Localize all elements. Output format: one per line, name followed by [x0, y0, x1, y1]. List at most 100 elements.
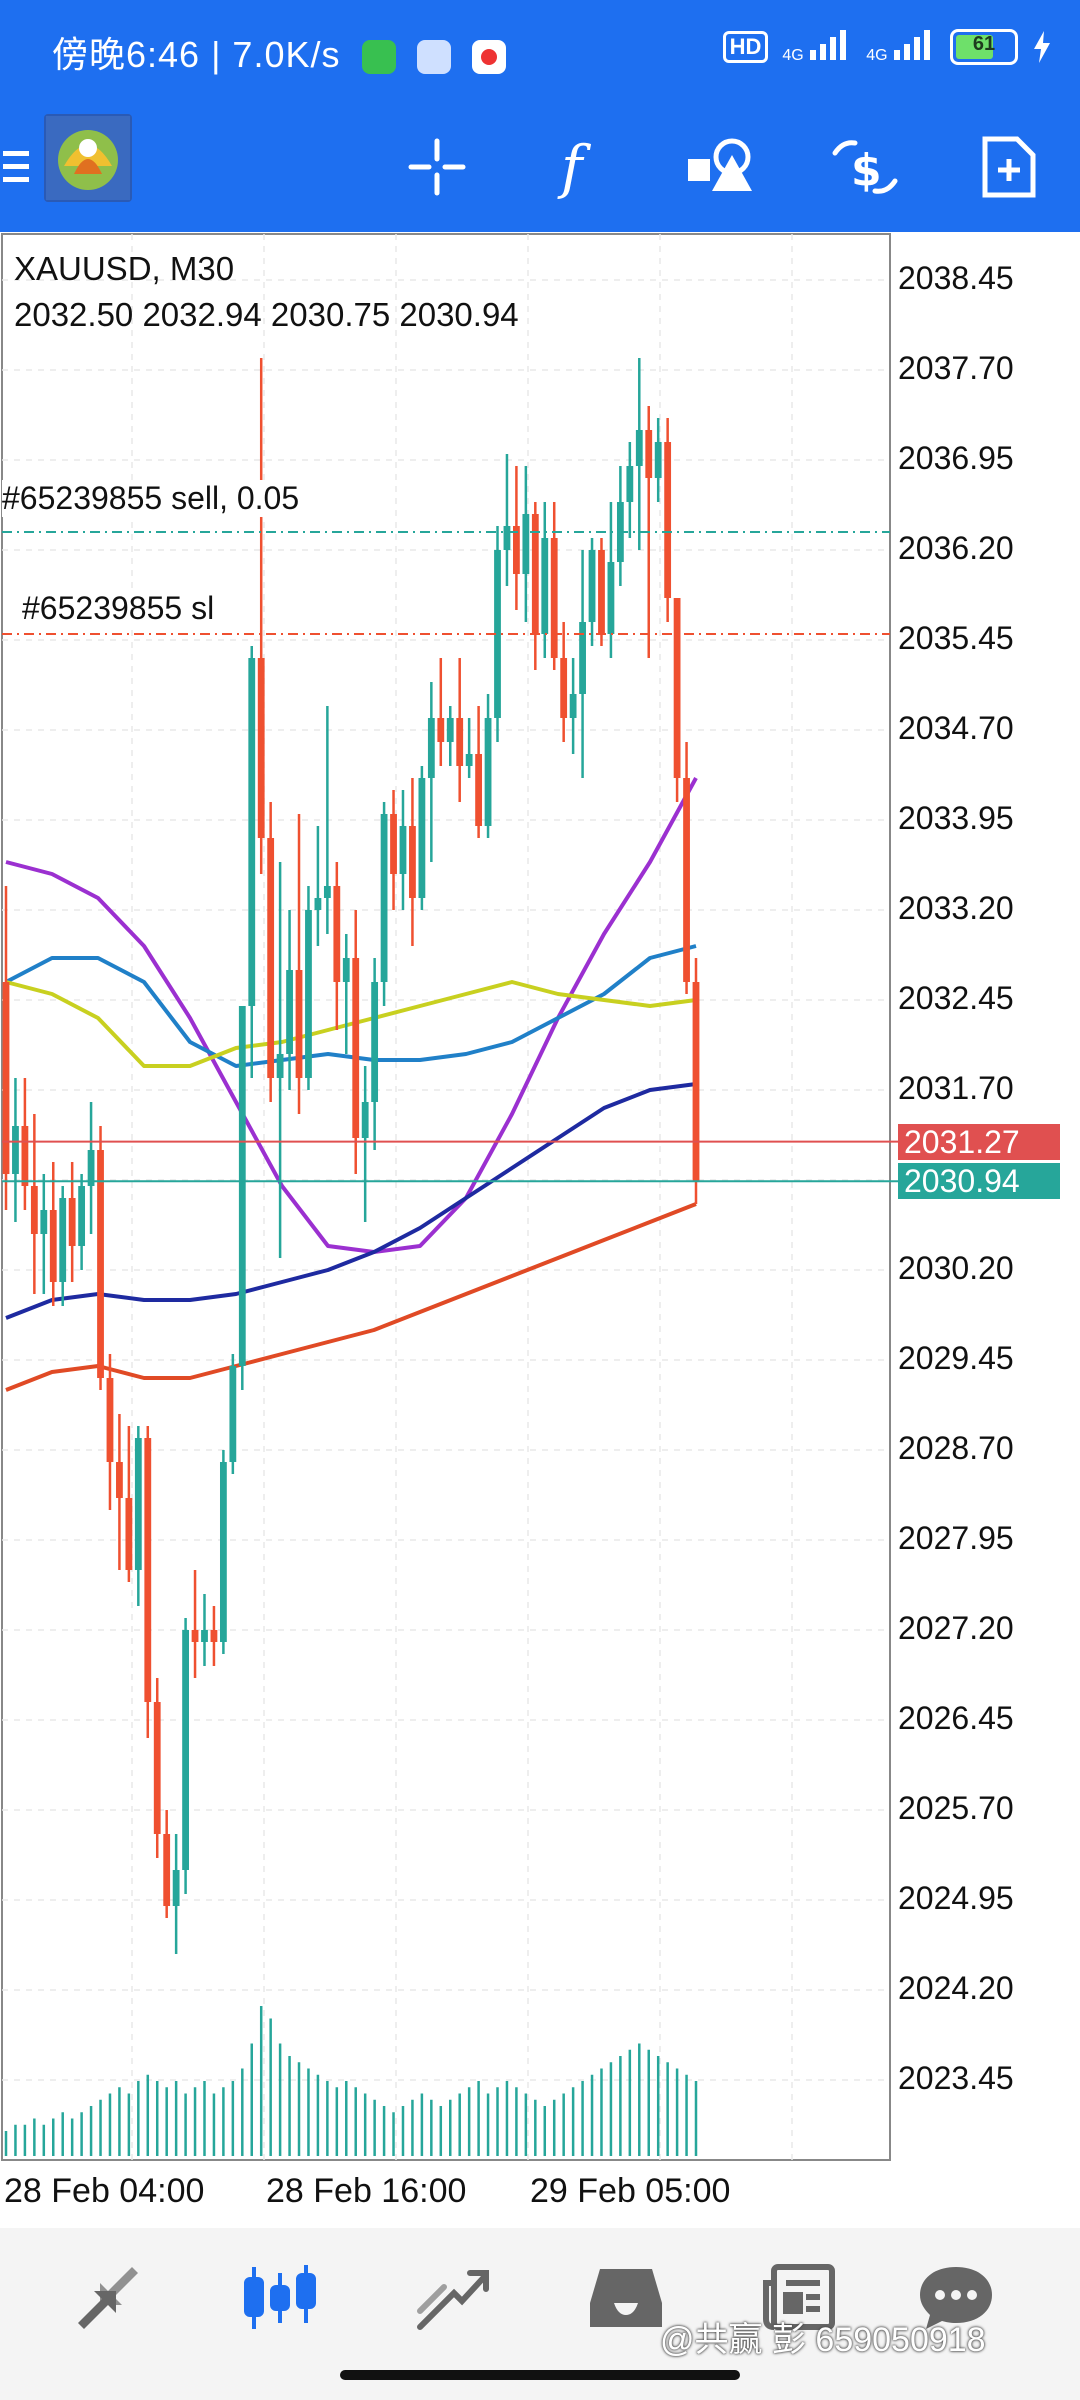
- candle-body: [314, 898, 322, 910]
- indicators-icon[interactable]: f: [532, 122, 622, 212]
- candle-body: [361, 1102, 369, 1138]
- chat-icon[interactable]: [906, 2248, 1006, 2348]
- moving-average-line: [5, 1202, 697, 1392]
- moving-average-line: [5, 1082, 697, 1320]
- candle-body: [30, 1186, 38, 1234]
- trade-icon[interactable]: [404, 2248, 504, 2348]
- candle-body: [87, 1150, 95, 1186]
- candle-body: [59, 1198, 67, 1282]
- candle-body: [409, 826, 416, 898]
- candle-body: [125, 1498, 133, 1570]
- candle-body: [579, 622, 586, 694]
- price-tick: 2031.70: [898, 1070, 1014, 1106]
- symbol-timeframe: XAUUSD, M30: [14, 250, 235, 287]
- price-tick: 2035.45: [898, 620, 1014, 656]
- candle-body: [607, 562, 615, 634]
- candle-body: [78, 1186, 86, 1246]
- candle-body: [437, 718, 445, 742]
- candle-body: [201, 1630, 208, 1642]
- wechat-icon: [361, 40, 396, 75]
- chart-icon[interactable]: [230, 2248, 330, 2348]
- moving-average-line: [5, 944, 697, 1068]
- candle-body: [418, 778, 426, 898]
- crosshair-icon[interactable]: [392, 122, 482, 212]
- candle-body: [323, 886, 331, 898]
- candle-body: [248, 658, 256, 1006]
- candle-body: [654, 442, 662, 478]
- objects-icon[interactable]: [676, 122, 766, 212]
- candle-body: [191, 1630, 199, 1642]
- status-time: 傍晚6:46 | 7.0K/s: [52, 26, 506, 78]
- candle-body: [333, 886, 341, 982]
- menu-icon[interactable]: [0, 132, 36, 202]
- candle-body: [598, 550, 605, 634]
- order-line-label[interactable]: #65239855 sell, 0.05: [2, 480, 300, 517]
- chart-canvas[interactable]: [0, 232, 1080, 2228]
- candle-body: [210, 1630, 218, 1642]
- timeframe-dollar-icon[interactable]: $: [820, 122, 910, 212]
- candle-body: [238, 1006, 246, 1366]
- moving-average-line: [5, 980, 697, 1068]
- new-order-icon[interactable]: [964, 122, 1054, 212]
- bid-price-tag: 2030.94: [898, 1163, 1060, 1200]
- candle-body: [163, 1834, 171, 1906]
- candle-body: [106, 1378, 114, 1462]
- chart-toolbar: f $: [0, 104, 1080, 232]
- price-tick: 2037.70: [898, 350, 1014, 386]
- candle-body: [475, 754, 483, 826]
- ask-price-tag: 2031.27: [898, 1123, 1060, 1160]
- candle-body: [522, 514, 530, 574]
- price-tick: 2024.95: [898, 1880, 1014, 1916]
- charging-icon: [1034, 30, 1050, 63]
- candle-body: [172, 1870, 180, 1906]
- candle-body: [683, 778, 690, 982]
- news-icon[interactable]: [750, 2248, 850, 2348]
- candle-body: [182, 1630, 189, 1870]
- price-chart[interactable]: XAUUSD, M30 2032.50 2032.94 2030.75 2030…: [0, 232, 1080, 2228]
- candle-body: [645, 430, 653, 478]
- price-tick: 2032.45: [898, 980, 1014, 1016]
- price-tick: 2038.45: [898, 260, 1014, 296]
- price-tick: 2034.70: [898, 710, 1014, 746]
- price-tick: 2024.20: [898, 1970, 1014, 2006]
- candle-body: [295, 970, 303, 1078]
- candle-body: [569, 694, 577, 718]
- home-indicator: [340, 2370, 740, 2380]
- candle-body: [134, 1438, 142, 1570]
- candle-body: [427, 718, 435, 778]
- network-label-1: 4G: [782, 47, 804, 64]
- battery-level: 61: [972, 32, 996, 55]
- candle-body: [380, 814, 388, 982]
- moving-average-line: [5, 777, 698, 1254]
- candle-body: [626, 466, 634, 502]
- candle-body: [494, 550, 501, 718]
- price-tick: 2023.45: [898, 2060, 1014, 2096]
- candle-body: [49, 1210, 57, 1282]
- quotes-icon[interactable]: [58, 2248, 158, 2348]
- system-icons: HD 4G 4G 61: [722, 28, 1052, 65]
- metatrader-logo-icon[interactable]: [44, 114, 132, 202]
- candle-body: [276, 1054, 284, 1078]
- candle-body: [399, 826, 407, 874]
- history-icon[interactable]: [576, 2248, 676, 2348]
- candle-body: [664, 442, 672, 598]
- price-tick: 2026.45: [898, 1700, 1014, 1736]
- candle-body: [635, 430, 643, 466]
- candle-body: [550, 538, 558, 658]
- candle-body: [673, 598, 681, 778]
- svg-text:$: $: [851, 145, 882, 196]
- candle-body: [2, 982, 10, 1174]
- status-bar: 傍晚6:46 | 7.0K/s HD 4G 4G 61: [0, 0, 1080, 104]
- sl-line-label[interactable]: #65239855 sl: [22, 590, 215, 627]
- candle-body: [503, 526, 511, 550]
- time-tick: 29 Feb 05:00: [530, 2172, 731, 2210]
- time-tick: 28 Feb 04:00: [4, 2172, 205, 2210]
- candle-body: [371, 982, 379, 1102]
- candle-body: [219, 1462, 227, 1642]
- candle-body: [484, 718, 492, 826]
- hd-badge: HD: [722, 30, 769, 63]
- candle-body: [229, 1366, 237, 1462]
- time-tick: 28 Feb 16:00: [266, 2172, 467, 2210]
- price-tick: 2033.20: [898, 890, 1014, 926]
- candle-body: [153, 1702, 161, 1834]
